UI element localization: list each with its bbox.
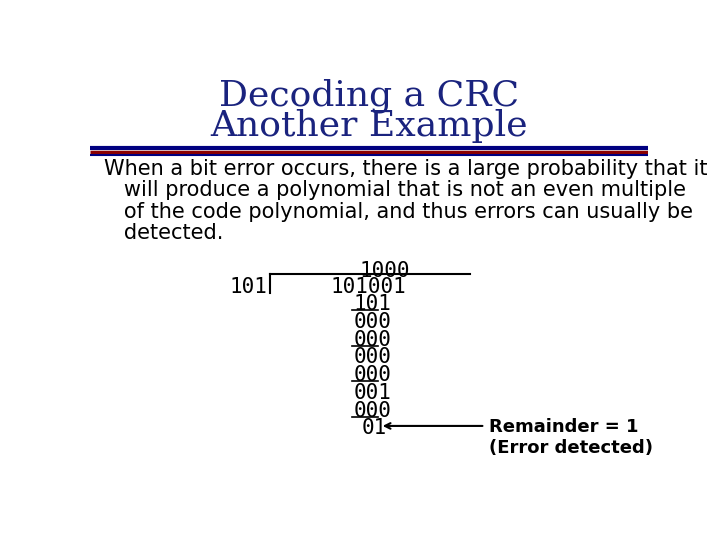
Text: will produce a polynomial that is not an even multiple: will produce a polynomial that is not an… xyxy=(104,180,686,200)
Text: of the code polynomial, and thus errors can usually be: of the code polynomial, and thus errors … xyxy=(104,202,693,222)
Text: 101: 101 xyxy=(230,276,268,296)
Text: Another Example: Another Example xyxy=(210,110,528,144)
Text: 000: 000 xyxy=(354,347,392,367)
Text: When a bit error occurs, there is a large probability that it: When a bit error occurs, there is a larg… xyxy=(104,159,708,179)
Text: detected.: detected. xyxy=(104,224,223,244)
Text: 000: 000 xyxy=(354,330,392,350)
Text: 000: 000 xyxy=(354,401,392,421)
Text: 1000: 1000 xyxy=(359,261,410,281)
Text: Decoding a CRC: Decoding a CRC xyxy=(219,79,519,113)
Text: 01: 01 xyxy=(361,418,387,438)
Text: Remainder = 1
(Error detected): Remainder = 1 (Error detected) xyxy=(489,418,653,457)
Text: 000: 000 xyxy=(354,312,392,332)
Text: 101001: 101001 xyxy=(330,276,406,296)
Text: 000: 000 xyxy=(354,365,392,385)
Text: 101: 101 xyxy=(354,294,392,314)
Text: 001: 001 xyxy=(354,383,392,403)
